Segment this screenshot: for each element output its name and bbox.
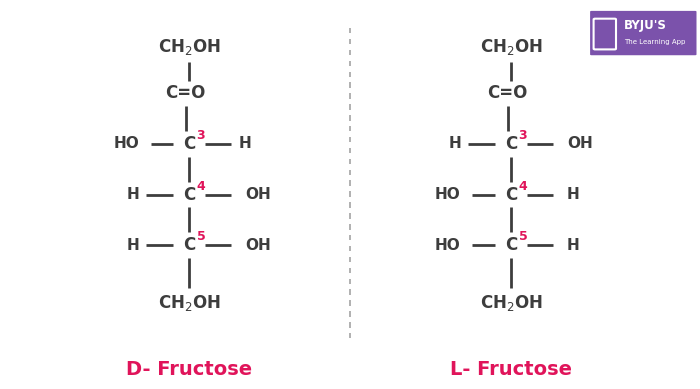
Text: HO: HO: [113, 137, 139, 151]
Text: 5: 5: [519, 230, 527, 244]
Text: C: C: [505, 236, 517, 254]
Text: OH: OH: [567, 137, 593, 151]
Text: C: C: [183, 135, 195, 153]
Text: H: H: [127, 187, 139, 202]
Text: L- Fructose: L- Fructose: [450, 360, 572, 379]
Text: C: C: [183, 186, 195, 203]
Text: H: H: [449, 137, 461, 151]
Text: BYJU'S: BYJU'S: [624, 19, 666, 32]
Text: The Learning App: The Learning App: [624, 39, 685, 45]
Text: C=O: C=O: [487, 84, 528, 102]
Text: OH: OH: [245, 187, 271, 202]
Text: CH$_2$OH: CH$_2$OH: [158, 37, 220, 57]
Text: 3: 3: [197, 129, 205, 142]
Text: 5: 5: [197, 230, 205, 244]
Text: D- Fructose: D- Fructose: [126, 360, 252, 379]
Text: CH$_2$OH: CH$_2$OH: [480, 37, 542, 57]
Text: OH: OH: [245, 238, 271, 252]
Text: HO: HO: [435, 238, 461, 252]
Text: H: H: [567, 238, 580, 252]
Text: CH$_2$OH: CH$_2$OH: [480, 293, 542, 314]
Text: C: C: [505, 186, 517, 203]
FancyBboxPatch shape: [594, 19, 616, 49]
FancyBboxPatch shape: [590, 11, 696, 55]
Text: H: H: [567, 187, 580, 202]
Text: H: H: [239, 137, 251, 151]
Text: CH$_2$OH: CH$_2$OH: [158, 293, 220, 314]
Text: 3: 3: [519, 129, 527, 142]
Text: H: H: [127, 238, 139, 252]
Text: 4: 4: [197, 180, 205, 193]
Text: C=O: C=O: [165, 84, 206, 102]
Text: HO: HO: [435, 187, 461, 202]
Text: C: C: [183, 236, 195, 254]
Text: 4: 4: [519, 180, 527, 193]
Text: C: C: [505, 135, 517, 153]
